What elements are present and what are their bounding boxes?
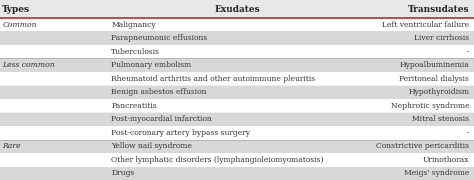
Bar — [0, 166, 474, 180]
Text: Meigs' syndrome: Meigs' syndrome — [404, 169, 469, 177]
Text: Pulmonary embolism: Pulmonary embolism — [111, 61, 191, 69]
Text: Left ventricular failure: Left ventricular failure — [382, 21, 469, 29]
Text: Pancreatitis: Pancreatitis — [111, 102, 157, 110]
Bar — [0, 86, 474, 99]
Text: Types: Types — [2, 4, 30, 14]
Text: Tuberculosis: Tuberculosis — [111, 48, 160, 56]
Bar — [0, 45, 474, 58]
Text: Parapneumonic effusions: Parapneumonic effusions — [111, 34, 208, 42]
Bar — [0, 140, 474, 153]
Bar — [0, 112, 474, 126]
Text: Less common: Less common — [2, 61, 55, 69]
Text: Liver cirrhosis: Liver cirrhosis — [414, 34, 469, 42]
Text: Exudates: Exudates — [214, 4, 260, 14]
Text: Transudates: Transudates — [408, 4, 469, 14]
Bar — [0, 58, 474, 72]
Bar — [0, 126, 474, 140]
Text: Rheumatoid arthritis and other autoimmune pleuritis: Rheumatoid arthritis and other autoimmun… — [111, 75, 316, 83]
Text: Yellow nail syndrome: Yellow nail syndrome — [111, 142, 192, 150]
Text: Hypoalbuminemia: Hypoalbuminemia — [400, 61, 469, 69]
Text: Constrictive pericarditis: Constrictive pericarditis — [376, 142, 469, 150]
Text: Urinothorax: Urinothorax — [423, 156, 469, 164]
Bar — [0, 72, 474, 86]
Text: Malignancy: Malignancy — [111, 21, 156, 29]
Text: Mitral stenosis: Mitral stenosis — [412, 115, 469, 123]
Text: Nephrotic syndrome: Nephrotic syndrome — [391, 102, 469, 110]
Text: Benign asbestos effusion: Benign asbestos effusion — [111, 88, 207, 96]
Bar — [0, 31, 474, 45]
Text: Peritoneal dialysis: Peritoneal dialysis — [400, 75, 469, 83]
Text: Post-coronary artery bypass surgery: Post-coronary artery bypass surgery — [111, 129, 250, 137]
Text: Hypothyroidism: Hypothyroidism — [408, 88, 469, 96]
Bar — [0, 99, 474, 112]
Bar — [0, 0, 474, 18]
Text: -: - — [466, 129, 469, 137]
Bar — [0, 153, 474, 166]
Text: Other lymphatic disorders (lymphangioleiomyomatosis): Other lymphatic disorders (lymphangiolei… — [111, 156, 324, 164]
Text: Post-myocardial infarction: Post-myocardial infarction — [111, 115, 212, 123]
Text: Drugs: Drugs — [111, 169, 135, 177]
Bar — [0, 18, 474, 31]
Text: Common: Common — [2, 21, 37, 29]
Text: -: - — [466, 48, 469, 56]
Text: Rare: Rare — [2, 142, 21, 150]
